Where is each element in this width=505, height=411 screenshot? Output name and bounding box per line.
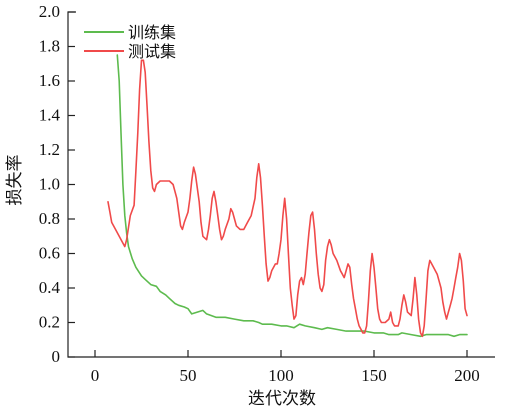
y-tick-label: 0.2 [39, 313, 60, 332]
y-tick-label: 1.8 [39, 37, 60, 56]
x-tick-label: 50 [180, 366, 197, 385]
y-axis-ticks: 0 0.2 0.4 0.6 0.8 1.0 1.2 1.4 1.6 1.8 2.0 [39, 2, 75, 366]
legend-label-train: 训练集 [128, 23, 176, 42]
test-loss-line [107, 59, 468, 338]
legend: 训练集 测试集 [84, 23, 176, 61]
y-tick-label: 1.2 [39, 140, 60, 159]
y-tick-label: 2.0 [39, 2, 60, 21]
train-loss-line [116, 54, 468, 338]
y-tick-label: 1.6 [39, 71, 60, 90]
y-tick-label: 0.4 [39, 278, 61, 297]
x-tick-label: 100 [268, 366, 294, 385]
y-tick-label: 0 [52, 347, 61, 366]
x-tick-label: 200 [454, 366, 480, 385]
legend-label-test: 测试集 [128, 42, 176, 61]
series-layer [107, 54, 468, 338]
y-tick-label: 0.6 [39, 244, 60, 263]
y-tick-label: 0.8 [39, 209, 60, 228]
x-axis-ticks: 0 50 100 150 200 [91, 350, 480, 385]
x-tick-label: 150 [361, 366, 387, 385]
x-tick-label: 0 [91, 366, 100, 385]
chart-axes [67, 11, 495, 358]
y-axis-title: 损失率 [5, 155, 25, 206]
y-tick-label: 1.4 [39, 106, 61, 125]
axis-frame [67, 11, 495, 358]
y-tick-label: 1.0 [39, 175, 60, 194]
x-axis-title: 迭代次数 [248, 389, 316, 409]
